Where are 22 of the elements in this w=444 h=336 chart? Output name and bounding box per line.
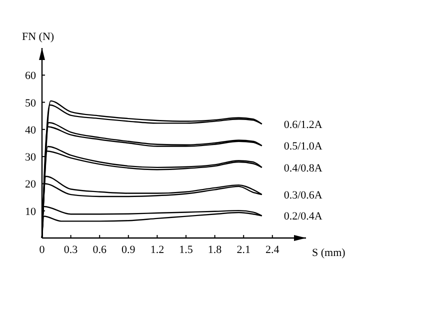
text: 0.3/0.6A (284, 190, 322, 202)
x-axis-title: S (mm) (312, 247, 346, 259)
y-tick-label: 60 (25, 70, 36, 82)
x-tick-label: 0 (39, 244, 46, 256)
x-tick-label: 1.2 (150, 244, 164, 256)
x-tick-label: 1.5 (179, 244, 194, 256)
x-tick-label: 2.4 (266, 244, 280, 256)
x-tick-label: 0.6 (92, 244, 107, 256)
y-tick-label: 30 (25, 152, 36, 164)
y-tick-label: 20 (25, 178, 36, 191)
x-tick-label: 1.8 (208, 244, 222, 256)
y-tick-label: 10 (25, 206, 36, 218)
x-tick-label: 0.9 (122, 244, 136, 256)
text: 0.2/0.4A (284, 210, 322, 223)
text: 0.6/1.2A (284, 119, 322, 131)
text: 0.4/0.8A (284, 162, 322, 174)
y-tick-label: 40 (25, 124, 36, 136)
y-axis-title: FN (N) (22, 31, 54, 43)
text: 0.5/1.0A (284, 140, 322, 153)
x-tick-label: 2.1 (236, 244, 250, 256)
x-tick-label: 0.3 (64, 244, 78, 256)
y-tick-label: 50 (25, 97, 36, 110)
